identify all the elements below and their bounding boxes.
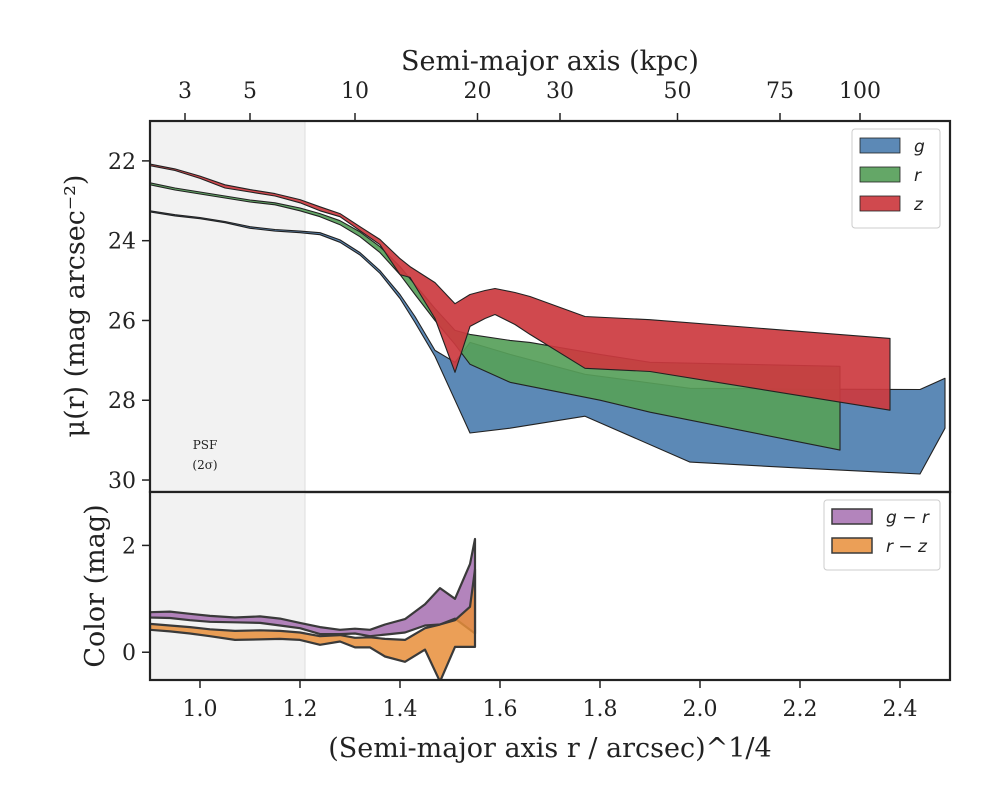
x-tick-label-0: 1.0 — [183, 697, 218, 722]
kpc-tick-label-6: 75 — [766, 79, 794, 104]
top-axis-label: Semi-major axis (kpc) — [401, 46, 699, 77]
mu-legend-label-2: z — [913, 195, 924, 215]
x-tick-label-5: 2.0 — [683, 697, 718, 722]
psf-label-line1: PSF — [193, 438, 218, 452]
color-panel: 0 2 g − r r − z 1.0 1.2 1.4 1.6 1.8 2.0 2.2 2.4 — [122, 490, 952, 722]
kpc-tick-label-4: 30 — [546, 79, 574, 104]
kpc-tick-label-1: 5 — [243, 79, 257, 104]
color-ytick-label-1: 2 — [122, 534, 136, 559]
x-tick-label-7: 2.4 — [883, 697, 918, 722]
mu-band-1 — [150, 182, 841, 451]
mu-psf-region — [150, 121, 305, 492]
kpc-tick-label-5: 50 — [664, 79, 692, 104]
color-legend: g − r r − z — [823, 499, 941, 571]
mu-legend-swatch-1 — [859, 166, 901, 183]
kpc-tick-label-0: 3 — [178, 79, 192, 104]
bottom-x-axis-label: (Semi-major axis r / arcsec)^1/4 — [328, 733, 771, 764]
color-legend-swatch-1 — [831, 537, 873, 554]
mu-ytick-label-4: 30 — [108, 469, 136, 494]
mu-legend-label-1: r — [914, 166, 922, 186]
x-tick-label-4: 1.8 — [583, 697, 618, 722]
mu-ytick-label-2: 26 — [108, 309, 136, 334]
mu-plot-area — [150, 121, 946, 492]
color-legend-swatch-0 — [831, 508, 873, 525]
mu-ytick-label-1: 24 — [108, 230, 136, 255]
kpc-tick-label-7: 100 — [839, 79, 881, 104]
color-legend-label-0: g − r — [886, 508, 930, 528]
mu-legend-swatch-2 — [859, 195, 901, 212]
kpc-tick-label-3: 20 — [464, 79, 492, 104]
x-tick-label-6: 2.2 — [783, 697, 818, 722]
bottom-y-axis-label: Color (mag) — [80, 504, 111, 667]
psf-label-line2: (2σ) — [192, 458, 217, 472]
x-tick-label-2: 1.4 — [383, 697, 418, 722]
mu-legend-swatch-0 — [859, 137, 901, 154]
mu-legend-label-0: g — [914, 137, 925, 157]
mu-legend: grz — [851, 128, 941, 229]
color-psf-region — [150, 492, 305, 680]
kpc-tick-label-2: 10 — [341, 79, 369, 104]
top-y-axis-label: μ(r) (mag arcsec⁻²) — [60, 175, 91, 438]
color-plot-area — [150, 492, 477, 680]
x-tick-label-3: 1.6 — [483, 697, 518, 722]
color-ytick-label-0: 0 — [122, 641, 136, 666]
mu-ytick-label-3: 28 — [108, 389, 136, 414]
color-legend-label-1: r − z — [886, 537, 928, 557]
color-band-1 — [150, 568, 477, 680]
x-tick-label-1: 1.2 — [283, 697, 318, 722]
surface-brightness-panel: 22 24 26 28 30 grz 3 5 10 20 30 50 75 100 PSF (2σ) — [108, 79, 952, 494]
color-frame — [148, 490, 952, 682]
mu-band-2 — [150, 163, 891, 411]
mu-ytick-label-0: 22 — [108, 150, 136, 175]
